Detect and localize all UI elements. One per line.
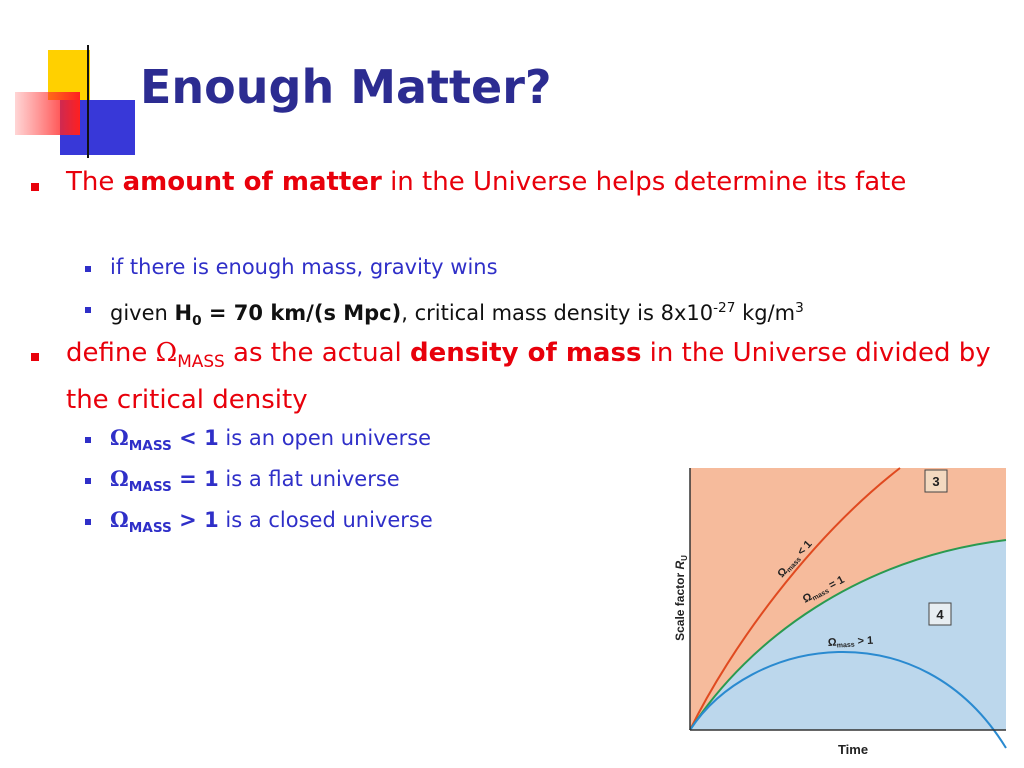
bullet — [85, 478, 91, 484]
text: = 1 — [171, 467, 219, 491]
text: MASS — [177, 351, 225, 372]
text: 3 — [795, 300, 804, 316]
y-label: Scale factor RU — [673, 555, 689, 641]
text: MASS — [128, 520, 172, 537]
text: in the Universe helps determine its fate — [381, 167, 907, 197]
box-label: 3 — [932, 474, 939, 489]
text: Scale factor — [673, 570, 687, 641]
text: -27 — [713, 300, 736, 316]
text: if there is enough mass, gravity wins — [110, 255, 498, 279]
box — [928, 602, 952, 626]
text: > 1 — [171, 508, 219, 532]
curve — [689, 651, 1007, 749]
decoration — [15, 45, 1010, 158]
text: is a closed universe — [218, 508, 433, 532]
text: mass — [837, 642, 855, 650]
text: Ω — [110, 507, 129, 532]
text: MASS — [128, 438, 172, 455]
text: H — [174, 301, 193, 325]
bullet-text: define ΩMASS as the actual density of ma… — [66, 334, 996, 420]
text: Ω — [110, 466, 129, 491]
text: R — [673, 561, 687, 570]
curve-label: Ωmass > 1 — [828, 635, 874, 650]
bullet — [85, 519, 91, 525]
text: MASS — [128, 479, 172, 496]
bullet — [85, 437, 91, 443]
text: 0 — [192, 313, 202, 330]
text: U — [680, 555, 689, 561]
text: define — [66, 338, 156, 368]
text: Ω — [110, 425, 129, 450]
bullet — [31, 183, 39, 191]
text: amount of matter — [122, 167, 382, 197]
x-label: Time — [838, 742, 868, 757]
box-label: 4 — [936, 607, 944, 622]
text: , critical mass density is 8x10 — [401, 301, 714, 325]
sub-bullet-text: ΩMASS < 1 is an open universe — [110, 423, 990, 461]
text: kg/m — [735, 301, 796, 325]
text: given — [110, 301, 175, 325]
text: in the Universe divided by the critical … — [66, 338, 991, 416]
bullet — [85, 266, 91, 272]
text: is an open universe — [218, 426, 432, 450]
figure: Scale factor RU Time Ωmass < 1 Ωmass = 1… — [673, 467, 1007, 757]
text: Ω — [155, 338, 178, 368]
curve — [689, 467, 901, 731]
region — [690, 540, 1006, 730]
text: density of mass — [410, 338, 642, 368]
bullet-text: The amount of matter in the Universe hel… — [66, 163, 996, 202]
curve — [689, 539, 1007, 731]
text: as the actual — [224, 338, 411, 368]
text: is a flat universe — [218, 467, 400, 491]
title: Enough Matter? — [140, 60, 552, 114]
sub-bullet-text: given H0 = 70 km/(s Mpc), critical mass … — [110, 293, 990, 336]
text: The — [66, 167, 123, 197]
sub-bullet-text: ΩMASS > 1 is a closed universe — [110, 505, 990, 543]
sub-bullet-text: ΩMASS = 1 is a flat universe — [110, 464, 990, 502]
text: > 1 — [854, 635, 873, 648]
text: < 1 — [171, 426, 219, 450]
text: = 70 km/(s Mpc) — [201, 301, 402, 325]
box — [924, 469, 948, 493]
sub-bullet-text: if there is enough mass, gravity wins — [110, 252, 990, 282]
bullet — [85, 307, 91, 313]
bullet — [31, 353, 39, 361]
text: Ω — [828, 637, 838, 649]
